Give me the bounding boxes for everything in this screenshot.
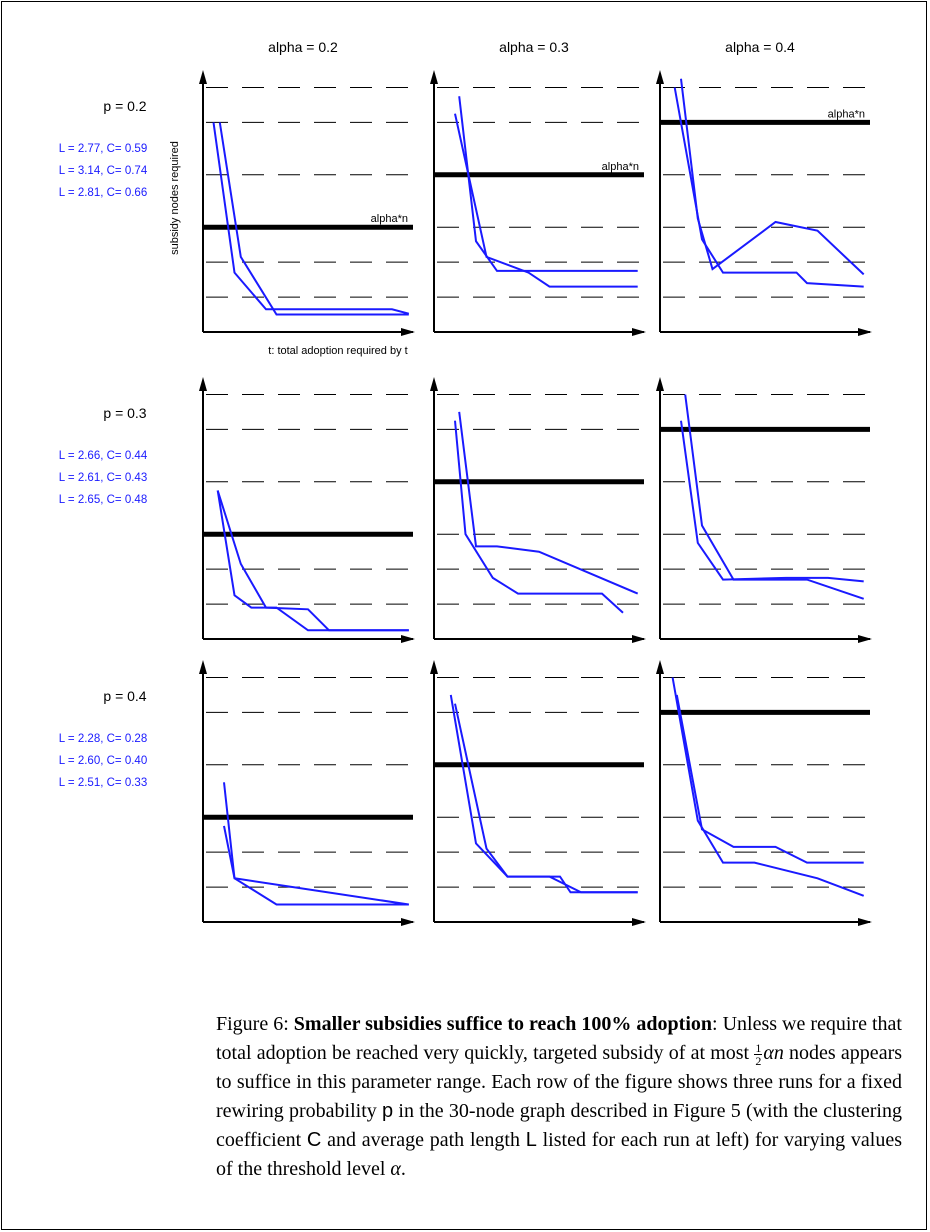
caption-label: Figure 6: [216,1013,294,1035]
run-stat-label: L = 2.65, C= 0.48 [59,494,147,506]
y-axis-arrow [430,660,438,674]
column-title: alpha = 0.4 [725,39,795,55]
x-axis-arrow [401,918,415,926]
series-line [454,113,638,288]
figure-caption: Figure 6: Smaller subsidies suffice to r… [216,1010,902,1184]
x-axis-arrow [858,328,872,336]
y-axis-arrow [199,70,207,84]
y-axis-arrow [430,377,438,391]
caption-text-6: . [400,1158,406,1180]
run-stat-label: L = 2.60, C= 0.40 [59,755,147,767]
fraction-denominator: 2 [755,1053,762,1068]
x-axis-arrow [858,635,872,643]
series-line [223,782,409,906]
series-line [675,694,864,864]
series-line [680,420,864,583]
caption-p-symbol: p [382,1100,394,1122]
series-line [454,703,638,894]
caption-l-symbol: L [525,1129,537,1151]
series-line [212,122,410,315]
series-line [454,420,624,614]
column-title: alpha = 0.2 [268,39,338,55]
series-line [449,694,638,894]
series-line [216,490,409,632]
threshold-label: alpha*n [371,213,408,225]
y-axis-arrow [656,660,664,674]
caption-title: Smaller subsidies suffice to reach 100% … [293,1013,713,1035]
run-stat-label: L = 2.51, C= 0.33 [59,777,147,789]
series-line [671,677,865,897]
y-axis-label: subsidy nodes required [169,141,181,255]
caption-text-2: nodes appears to suffice in this paramet… [216,1042,903,1122]
caption-text-4: and average path length [321,1129,526,1151]
run-stat-label: L = 2.66, C= 0.44 [59,450,148,462]
chart-grid: alpha = 0.2 alpha = 0.3 alpha = 0.4 p = 0.2… [59,39,872,926]
caption-c-symbol: C [306,1129,322,1151]
row-title: p = 0.3 [103,405,146,421]
run-stat-label: L = 2.77, C= 0.59 [59,143,147,155]
run-stat-label: L = 2.81, C= 0.66 [59,187,147,199]
row-title: p = 0.2 [103,98,146,114]
x-axis-arrow [401,328,415,336]
y-axis-arrow [199,377,207,391]
caption-text-3: in the 30-node graph described in Figure… [216,1100,902,1151]
threshold-label: alpha*n [828,108,865,120]
y-axis-arrow [656,377,664,391]
caption-alpha-n: αn [763,1042,784,1064]
caption-text-1: : Unless we require that total adoption … [216,1013,902,1064]
x-axis-arrow [632,918,646,926]
x-axis-arrow [632,328,646,336]
row-title: p = 0.4 [103,688,146,704]
run-stat-label: L = 2.61, C= 0.43 [59,472,147,484]
x-axis-label: t: total adoption required by t [268,345,407,357]
y-axis-arrow [430,70,438,84]
series-line [223,825,409,906]
series-line [218,122,409,316]
fraction-numerator: 1 [754,1040,763,1055]
run-stat-label: L = 2.28, C= 0.28 [59,733,147,745]
caption-alpha-symbol: α [390,1158,401,1180]
series-line [680,78,865,276]
x-axis-arrow [632,635,646,643]
threshold-label: alpha*n [602,161,639,173]
x-axis-arrow [858,918,872,926]
y-axis-arrow [199,660,207,674]
caption-text-5: listed for each run at left) for varying… [216,1129,903,1180]
column-title: alpha = 0.3 [499,39,569,55]
y-axis-arrow [656,70,664,84]
x-axis-arrow [401,635,415,643]
series-line [216,490,409,632]
series-line [684,394,865,600]
run-stat-label: L = 3.14, C= 0.74 [59,165,148,177]
series-line [458,411,639,595]
series-line [458,96,638,272]
